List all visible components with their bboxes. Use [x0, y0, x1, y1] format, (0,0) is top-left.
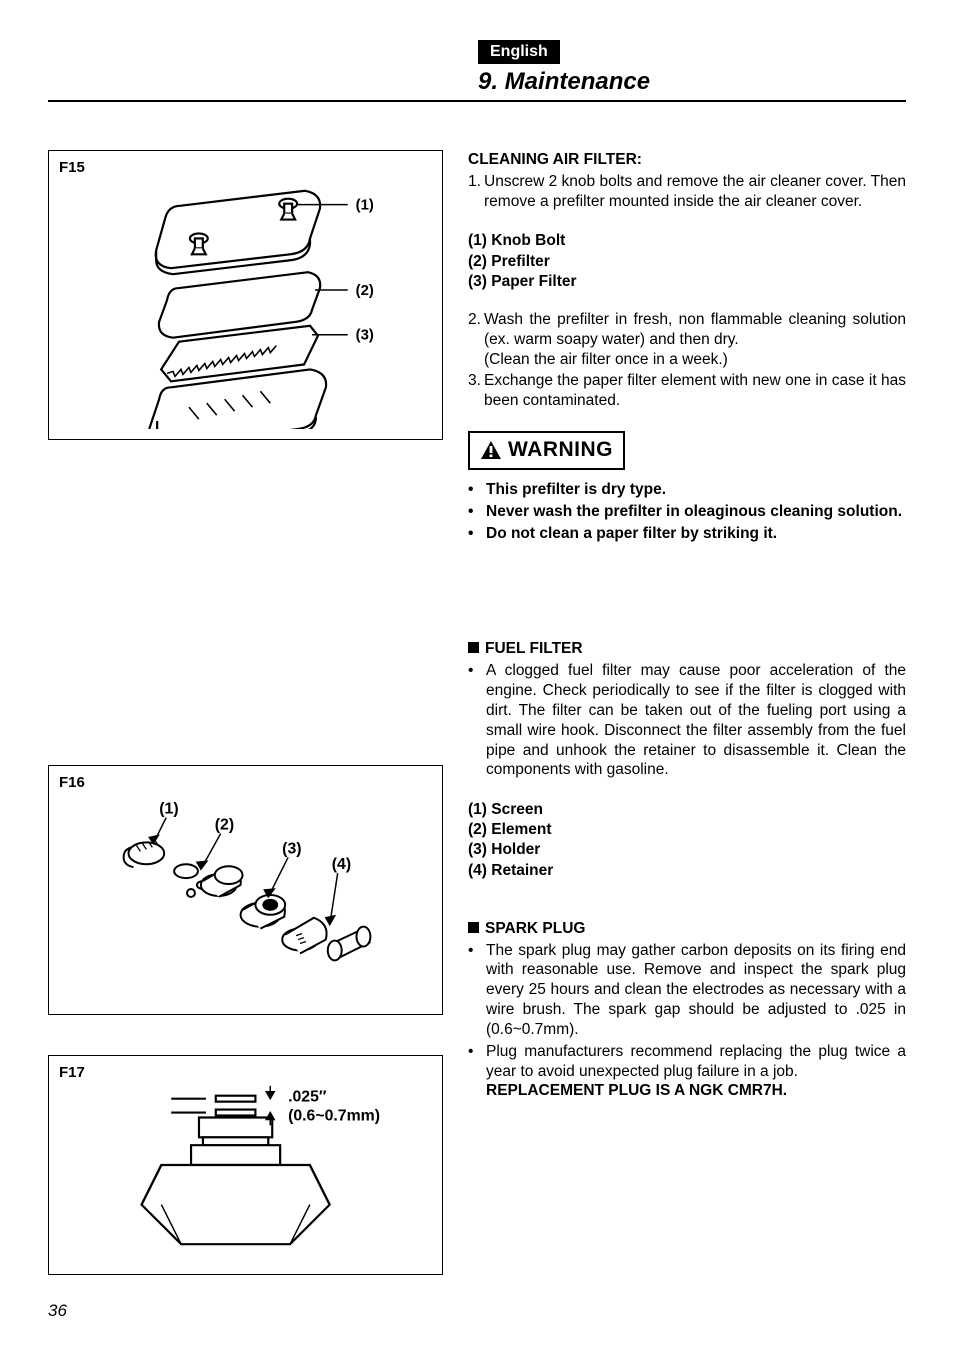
gap-inches: .025″ — [288, 1089, 327, 1106]
fuel-filter-bullets: •A clogged fuel filter may cause poor ac… — [468, 661, 906, 780]
square-bullet-icon — [468, 642, 479, 653]
manual-page: English 9. Maintenance F15 — [0, 0, 954, 1349]
warning-label: WARNING — [508, 437, 613, 464]
air-filter-heading: CLEANING AIR FILTER: — [468, 150, 906, 170]
text-column: CLEANING AIR FILTER: 1. Unscrew 2 knob b… — [443, 150, 906, 1275]
step-3: 3. Exchange the paper filter element wit… — [468, 371, 906, 411]
spark-plug-heading: SPARK PLUG — [468, 919, 906, 939]
content-columns: F15 — [48, 150, 906, 1275]
language-badge: English — [478, 40, 560, 64]
warning-box: WARNING — [468, 431, 625, 470]
figure-f16: F16 — [48, 765, 443, 1015]
warning-bullets: •This prefilter is dry type. •Never wash… — [468, 480, 906, 543]
spark-plug-diagram: .025″ (0.6~0.7mm) — [61, 1066, 430, 1264]
warning-icon — [480, 440, 502, 460]
figure-f17: F17 — [48, 1055, 443, 1275]
step-2: 2. Wash the prefilter in fresh, non flam… — [468, 310, 906, 369]
callout-1: (1) — [159, 801, 178, 818]
figure-f15: F15 — [48, 150, 443, 440]
replacement-plug: REPLACEMENT PLUG IS A NGK CMR7H. — [486, 1081, 906, 1101]
figure-label: F17 — [59, 1064, 85, 1081]
air-filter-diagram: (1) (2) (3) — [61, 161, 430, 429]
gap-mm: (0.6~0.7mm) — [288, 1107, 380, 1124]
fuel-filter-diagram: (1) (2) (3) (4) — [61, 776, 430, 1004]
callout-2: (2) — [215, 817, 234, 834]
spark-plug-bullets: •The spark plug may gather carbon deposi… — [468, 941, 906, 1102]
callout-2: (2) — [356, 283, 374, 299]
fuel-filter-legend: (1) Screen (2) Element (3) Holder (4) Re… — [468, 800, 906, 881]
callout-3: (3) — [282, 840, 301, 857]
callout-4: (4) — [332, 856, 351, 873]
page-number: 36 — [48, 1301, 67, 1321]
figure-label: F15 — [59, 159, 85, 176]
figure-label: F16 — [59, 774, 85, 791]
header-rule — [48, 100, 906, 102]
callout-3: (3) — [356, 328, 374, 344]
air-filter-legend: (1) Knob Bolt (2) Prefilter (3) Paper Fi… — [468, 231, 906, 291]
fuel-filter-heading: FUEL FILTER — [468, 639, 906, 659]
callout-1: (1) — [356, 198, 374, 214]
figures-column: F15 — [48, 150, 443, 1275]
section-title: 9. Maintenance — [478, 68, 650, 96]
step-1: 1. Unscrew 2 knob bolts and remove the a… — [468, 172, 906, 212]
square-bullet-icon — [468, 922, 479, 933]
